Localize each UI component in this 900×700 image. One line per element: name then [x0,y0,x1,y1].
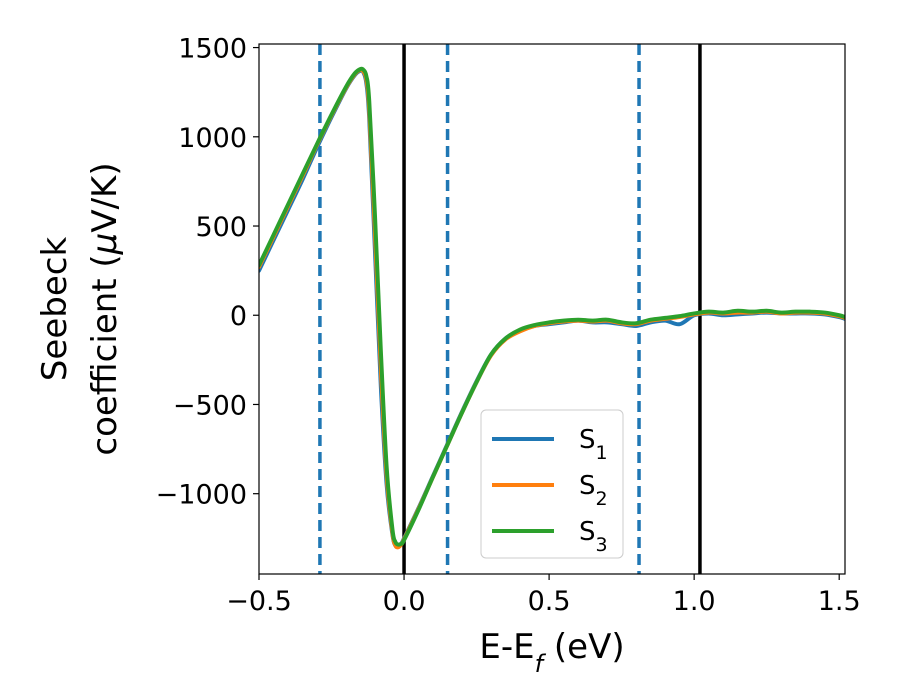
y-axis-label-line1: Seebeck [35,237,75,382]
y-tick-label: 1500 [178,34,247,65]
x-tick-label: 0.5 [528,586,571,617]
legend-label-s2: S2 [579,471,608,510]
series-layer [259,66,845,550]
y-tick-label: −1000 [156,480,247,511]
legend-label-s1: S1 [579,425,608,464]
x-tick-label: −0.5 [226,586,292,617]
legend-label-s3: S3 [579,517,608,556]
y-axis-label: Seebeck coefficient (μV/K) [35,162,125,455]
x-tick-label: 1.5 [818,586,861,617]
y-axis-label-line2: coefficient (μV/K) [85,162,125,455]
x-axis: −0.5 0.0 0.5 1.0 1.5 [226,574,861,617]
y-tick-label: −500 [173,390,247,421]
y-tick-label: 1000 [178,123,247,154]
legend: S1 S2 S3 [480,409,624,559]
series-line-s3 [259,66,845,547]
y-tick-label: 0 [230,301,247,332]
x-tick-label: 0.0 [383,586,426,617]
x-tick-label: 1.0 [673,586,716,617]
y-axis: −1000 −500 0 500 1000 1500 [156,34,259,511]
y-tick-label: 500 [195,212,247,243]
plot-frame [258,43,846,575]
vertical-reference-lines [318,44,702,574]
x-axis-label: E-Ef (eV) [479,627,624,678]
